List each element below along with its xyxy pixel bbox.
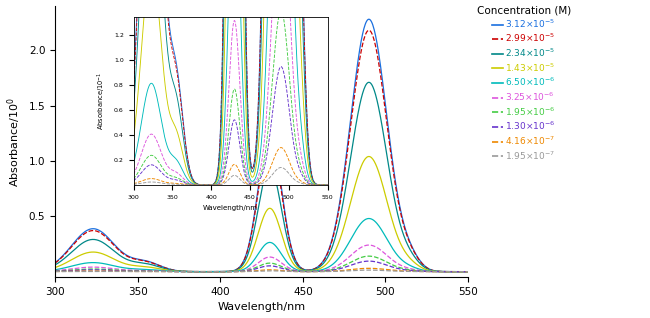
Y-axis label: Absorbance/10$^0$: Absorbance/10$^0$ <box>6 96 23 187</box>
Legend: 3.12×10$^{-5}$, 2.99×10$^{-5}$, 2.34×10$^{-5}$, 1.43×10$^{-5}$, 6.50×10$^{-6}$, : 3.12×10$^{-5}$, 2.99×10$^{-5}$, 2.34×10$… <box>476 5 571 162</box>
X-axis label: Wavelength/nm: Wavelength/nm <box>218 302 306 313</box>
